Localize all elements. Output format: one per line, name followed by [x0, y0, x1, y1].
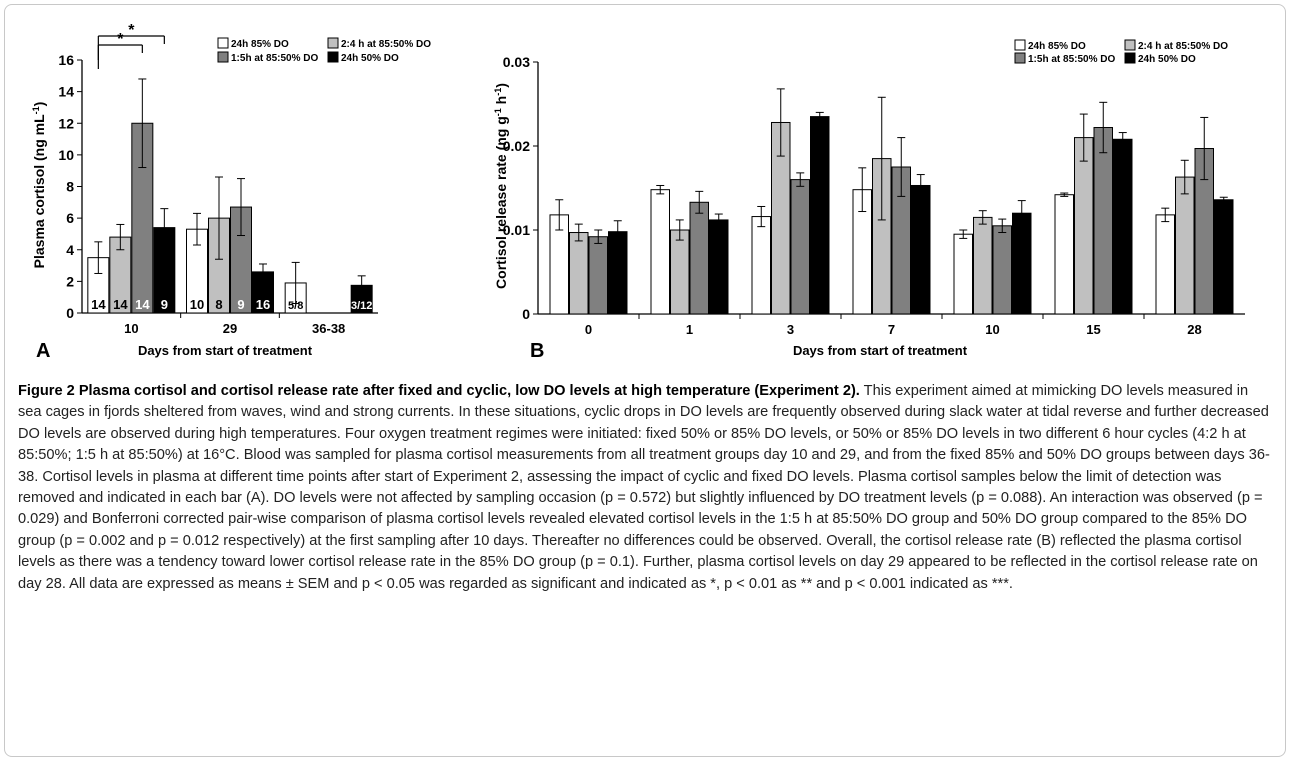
panel-b-bar [751, 216, 771, 315]
panel-b-bar [911, 184, 931, 315]
panel-b-ylabel: Cortisol release rate (ng g-1 h-1) [493, 83, 509, 289]
panel-b-x-tick-label: 7 [888, 322, 895, 337]
panel-a-y-tick-label: 6 [66, 210, 74, 226]
panel-b-bar [650, 189, 670, 315]
panel-b-legend-swatch [1124, 52, 1136, 64]
panel-b-legend-label: 24h 50% DO [1138, 54, 1196, 65]
panel-b-legend-swatch [1014, 39, 1026, 51]
panel-a-legend-swatch [217, 51, 229, 63]
panel-a-y-tick-label: 0 [66, 305, 74, 321]
significance-star: * [117, 31, 124, 48]
figure-charts: A Days from start of treatment Plasma co… [31, 22, 1245, 362]
panel-b-bar [973, 216, 993, 315]
panel-b-bar [1155, 214, 1175, 315]
panel-a-count-label: 8 [215, 297, 222, 312]
panel-b-bar [1175, 176, 1195, 315]
panel-a-y-tick-label: 4 [66, 242, 74, 258]
panel-b-bar [1074, 137, 1094, 315]
panel-a-count-label: 14 [135, 297, 150, 312]
panel-a-count-label: 5/8 [288, 300, 303, 312]
panel-b-bar [569, 232, 589, 315]
panel-a-legend-swatch [217, 37, 229, 49]
panel-a-legend-label: 2:4 h at 85:50% DO [341, 39, 431, 50]
panel-b-bar [709, 219, 729, 315]
panel-a-y-tick-label: 16 [58, 52, 74, 68]
panel-b-x-tick-label: 0 [585, 322, 592, 337]
panel-b-bar [1093, 127, 1113, 315]
panel-b-bar [1113, 138, 1133, 315]
panel-a-x-tick-label: 29 [223, 321, 237, 336]
panel-b-y-tick-label: 0.03 [503, 54, 530, 70]
panel-b-y-tick-label: 0.01 [503, 222, 530, 238]
panel-b-label: B [530, 340, 544, 362]
panel-b-legend-label: 24h 85% DO [1028, 41, 1086, 52]
panel-b-xlabel: Days from start of treatment [793, 343, 968, 358]
panel-a-count-label: 3/12 [351, 300, 372, 312]
significance-star: * [128, 22, 135, 39]
panel-b-x-tick-label: 28 [1187, 322, 1201, 337]
panel-a-y-tick-label: 2 [66, 273, 74, 289]
panel-b-bar [1054, 194, 1074, 315]
panel-a-y-tick-label: 14 [58, 84, 74, 100]
panel-b-bar [670, 229, 690, 315]
panel-b-bar [1012, 212, 1032, 315]
panel-a-legend-swatch [327, 37, 339, 49]
panel-a-count-label: 9 [237, 297, 244, 312]
panel-b-legend-swatch [1124, 39, 1136, 51]
panel-a-label: A [36, 340, 50, 362]
panel-a-count-label: 14 [91, 297, 106, 312]
panel-b-legend-label: 1:5h at 85:50% DO [1028, 54, 1115, 65]
panel-a-count-label: 9 [161, 297, 168, 312]
panel-a-y-tick-label: 12 [58, 115, 74, 131]
panel-b-x-tick-label: 3 [787, 322, 794, 337]
panel-a-legend-label: 1:5h at 85:50% DO [231, 53, 318, 64]
panel-a-count-label: 10 [190, 297, 204, 312]
panel-b-bar [689, 201, 709, 315]
figure-frame [4, 4, 1286, 757]
panel-b-legend-label: 2:4 h at 85:50% DO [1138, 41, 1228, 52]
panel-b-bar [608, 231, 628, 315]
caption-body: This experiment aimed at mimicking DO le… [18, 383, 1270, 592]
panel-b-bar [992, 225, 1012, 315]
panel-a-y-tick-label: 8 [66, 179, 74, 195]
panel-b-x-tick-label: 10 [985, 322, 999, 337]
panel-a-legend-label: 24h 50% DO [341, 53, 399, 64]
panel-a-legend-swatch [327, 51, 339, 63]
panel-b-bar [953, 233, 973, 315]
figure-caption: Figure 2 Plasma cortisol and cortisol re… [18, 381, 1274, 595]
panel-b-x-tick-label: 15 [1086, 322, 1100, 337]
panel-b-legend-swatch [1014, 52, 1026, 64]
panel-a-y-tick-label: 10 [58, 147, 74, 163]
panel-b-y-tick-label: 0 [522, 306, 530, 322]
panel-b-y-tick-label: 0.02 [503, 138, 530, 154]
panel-b-x-tick-label: 1 [686, 322, 693, 337]
panel-a-x-tick-label: 10 [124, 321, 138, 336]
panel-b-bar [810, 116, 830, 315]
panel-a-ylabel: Plasma cortisol (ng mL-1) [31, 102, 47, 269]
panel-a-x-tick-label: 36-38 [312, 321, 345, 336]
panel-b-bar [1214, 199, 1234, 315]
panel-a-count-label: 16 [256, 297, 270, 312]
caption-title: Figure 2 Plasma cortisol and cortisol re… [18, 383, 860, 399]
panel-a-count-label: 14 [113, 297, 128, 312]
panel-b-bar [790, 179, 810, 315]
panel-b-bar [588, 236, 608, 315]
panel-a-legend-label: 24h 85% DO [231, 39, 289, 50]
panel-a-xlabel: Days from start of treatment [138, 343, 313, 358]
